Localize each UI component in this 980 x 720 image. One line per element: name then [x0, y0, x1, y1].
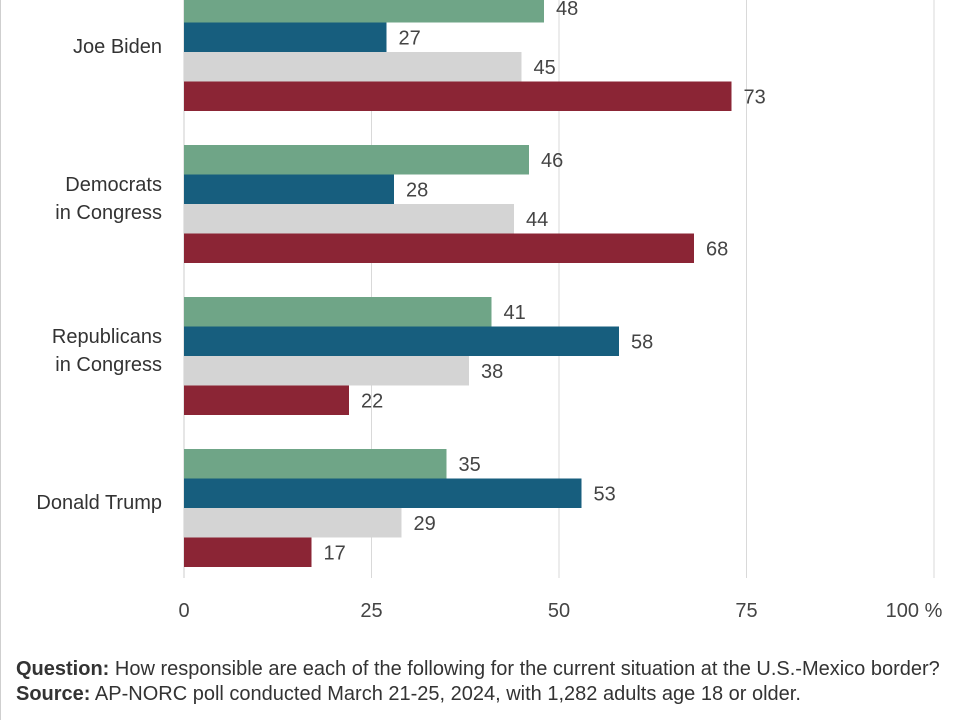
bars: 48 27 45 73 46 28 44 68 41 58 38 22 35 53 29 17: [184, 0, 766, 567]
bar: [184, 537, 312, 567]
category-label: Donald Trump: [36, 492, 162, 514]
bar-value-label: 28: [406, 179, 428, 201]
question-line: Question: How responsible are each of th…: [16, 657, 966, 682]
bar-chart: 48 27 45 73 46 28 44 68 41 58 38 22 35 53 29 17 Joe Bid…: [36, 0, 943, 622]
x-tick-label: 75: [735, 600, 757, 622]
bar: [184, 52, 522, 82]
category-label: in Congress: [55, 354, 162, 376]
bar-value-label: 38: [481, 361, 503, 383]
x-tick-label: 100 %: [886, 600, 943, 622]
bar: [184, 385, 349, 415]
bar-value-label: 44: [526, 209, 548, 231]
bar-value-label: 22: [361, 390, 383, 412]
bar: [184, 22, 387, 52]
bar-value-label: 46: [541, 150, 563, 172]
bar: [184, 356, 469, 386]
bar: [184, 508, 402, 538]
source-line: Source: AP-NORC poll conducted March 21-…: [16, 682, 966, 707]
bar: [184, 233, 694, 263]
bar-value-label: 17: [324, 542, 346, 564]
bar: [184, 0, 544, 23]
bar-value-label: 41: [504, 302, 526, 324]
bar-value-label: 73: [744, 86, 766, 108]
bar: [184, 326, 619, 356]
bar-value-label: 45: [534, 57, 556, 79]
frame-left-border: [0, 0, 1, 720]
source-text: AP-NORC poll conducted March 21-25, 2024…: [94, 683, 801, 705]
question-label: Question:: [16, 658, 110, 680]
category-label: Joe Biden: [73, 36, 162, 58]
source-label: Source:: [16, 683, 91, 705]
bar: [184, 204, 514, 234]
x-axis-ticks: 0 25 50 75 100 %: [178, 600, 942, 622]
category-label: Republicans: [52, 326, 162, 348]
x-tick-label: 50: [548, 600, 570, 622]
bar-value-label: 27: [399, 27, 421, 49]
category-labels: Joe Biden Democrats in Congress Republicans…: [36, 36, 162, 514]
bar: [184, 478, 582, 508]
bar: [184, 297, 492, 327]
bar: [184, 81, 732, 111]
bar-value-label: 58: [631, 331, 653, 353]
category-label: Democrats: [65, 174, 162, 196]
bar-value-label: 48: [556, 0, 578, 20]
category-label: in Congress: [55, 202, 162, 224]
bar-value-label: 29: [414, 513, 436, 535]
bar-value-label: 35: [459, 454, 481, 476]
x-tick-label: 0: [178, 600, 189, 622]
question-text: How responsible are each of the followin…: [114, 658, 940, 680]
x-tick-label: 25: [360, 600, 382, 622]
bar: [184, 449, 447, 479]
bar-value-label: 53: [594, 483, 616, 505]
bar: [184, 145, 529, 175]
bar-value-label: 68: [706, 238, 728, 260]
footnote: Question: How responsible are each of th…: [16, 657, 966, 707]
bar: [184, 174, 394, 204]
